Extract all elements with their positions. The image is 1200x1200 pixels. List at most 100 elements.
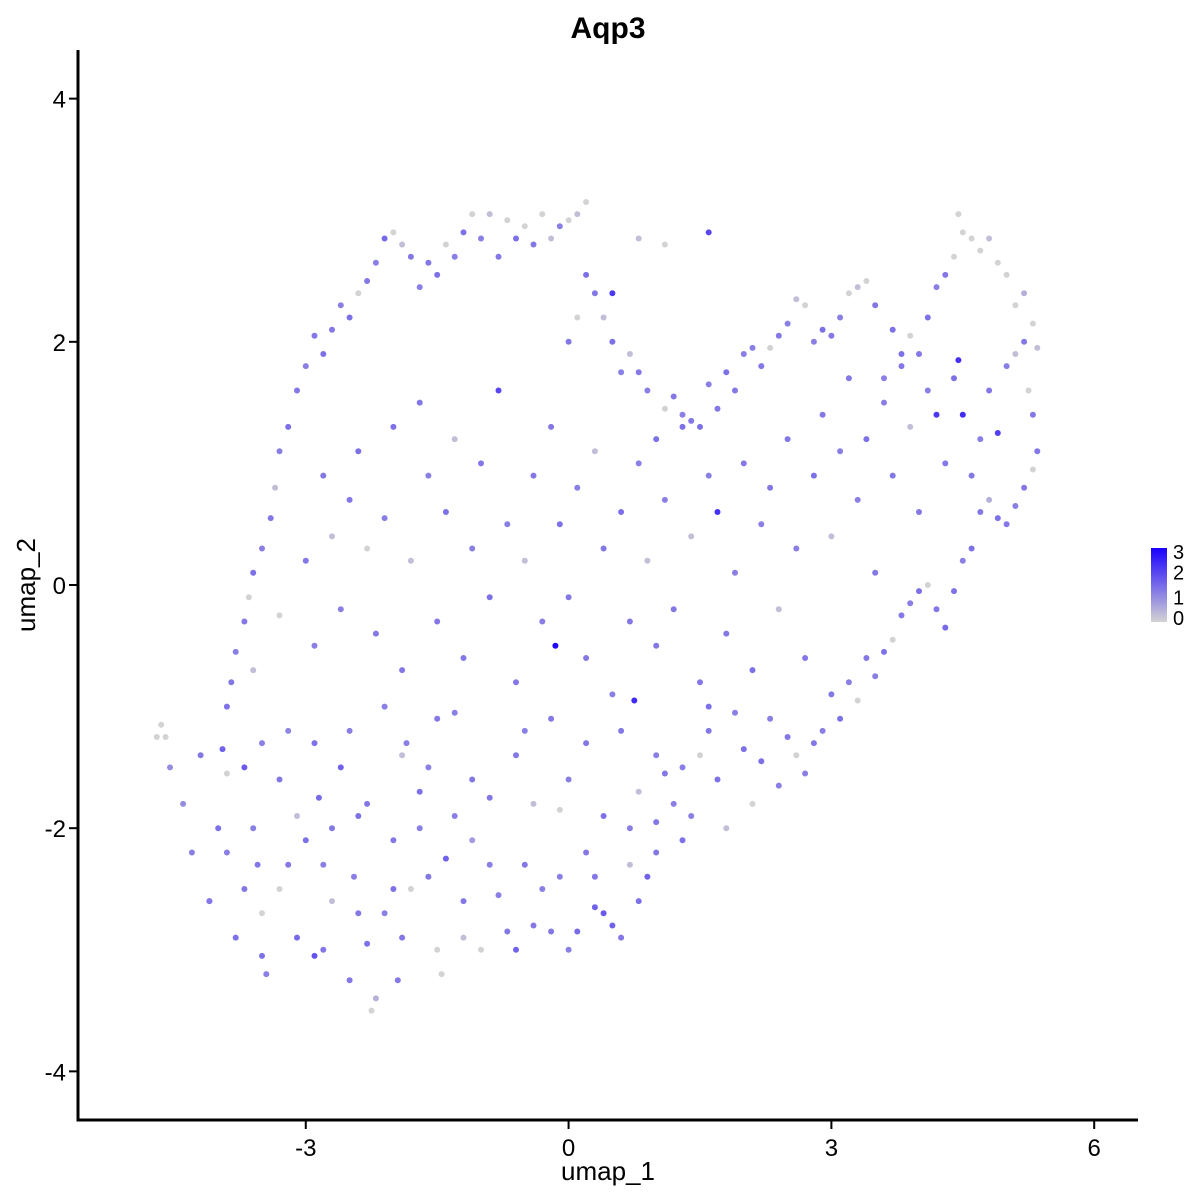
data-point: [872, 302, 879, 309]
data-point: [548, 715, 555, 722]
data-point: [591, 448, 598, 455]
data-point: [346, 496, 353, 503]
data-point: [381, 515, 388, 522]
data-point: [697, 679, 703, 686]
data-point: [565, 338, 572, 345]
data-point: [425, 873, 432, 880]
data-point: [355, 910, 362, 917]
data-point: [495, 387, 502, 394]
data-point: [881, 648, 887, 655]
data-point: [469, 776, 476, 783]
data-point: [346, 314, 353, 321]
data-point: [767, 715, 774, 722]
data-point: [959, 229, 966, 236]
data-point: [924, 314, 931, 321]
data-point: [661, 241, 668, 248]
data-point: [381, 235, 388, 242]
scatter-points: [153, 199, 1041, 1014]
data-point: [881, 399, 887, 406]
data-point: [845, 375, 852, 382]
data-point: [591, 904, 598, 911]
data-point: [679, 764, 686, 771]
data-point: [653, 849, 660, 856]
data-point: [889, 472, 896, 479]
data-point: [232, 648, 239, 655]
data-point: [254, 861, 261, 868]
data-point: [688, 533, 695, 540]
data-point: [478, 235, 484, 242]
data-point: [955, 357, 962, 364]
data-point: [775, 782, 782, 789]
data-point: [556, 806, 563, 813]
data-point: [942, 460, 949, 467]
data-point: [881, 375, 887, 382]
data-point: [548, 235, 555, 242]
data-point: [951, 375, 957, 382]
data-point: [591, 873, 598, 880]
data-point: [276, 886, 283, 892]
data-point: [653, 752, 660, 759]
data-point: [723, 825, 730, 832]
data-point: [793, 545, 800, 552]
y-tick-label: 4: [53, 87, 66, 114]
data-point: [495, 892, 502, 899]
data-point: [618, 509, 625, 515]
data-point: [285, 861, 292, 868]
data-point: [1012, 503, 1019, 509]
data-point: [337, 302, 344, 309]
data-point: [802, 770, 809, 777]
data-point: [320, 351, 327, 357]
data-point: [1025, 387, 1032, 394]
data-point: [819, 727, 826, 734]
data-point: [276, 612, 283, 619]
data-point: [407, 253, 414, 260]
data-point: [986, 496, 993, 503]
data-point: [1003, 363, 1010, 370]
data-point: [977, 436, 984, 443]
data-point: [390, 886, 397, 892]
data-point: [245, 594, 252, 601]
data-point: [162, 734, 169, 740]
data-point: [294, 387, 300, 394]
data-point: [1029, 411, 1036, 418]
data-point: [504, 217, 511, 224]
data-point: [723, 630, 730, 637]
data-point: [924, 387, 931, 394]
data-point: [732, 569, 738, 576]
data-point: [863, 278, 870, 284]
data-point: [565, 217, 572, 224]
data-point: [556, 223, 563, 230]
data-point: [819, 411, 826, 418]
data-point: [565, 776, 572, 783]
y-axis-title: umap_2: [11, 538, 41, 632]
data-point: [583, 199, 590, 205]
data-point: [311, 740, 318, 747]
data-point: [276, 448, 283, 455]
data-point: [372, 259, 379, 266]
data-point: [425, 259, 432, 266]
data-point: [460, 229, 467, 236]
data-point: [329, 825, 335, 832]
data-point: [539, 211, 546, 218]
data-point: [302, 557, 309, 564]
data-point: [390, 423, 397, 430]
data-point: [539, 618, 546, 625]
data-point: [740, 746, 747, 753]
data-point: [810, 338, 817, 345]
data-point: [228, 679, 235, 686]
data-point: [758, 363, 765, 370]
data-point: [399, 667, 406, 674]
data-point: [819, 326, 826, 333]
data-point: [486, 794, 493, 801]
data-point: [241, 764, 248, 771]
data-point: [933, 411, 940, 418]
data-point: [241, 618, 248, 625]
data-point: [705, 472, 712, 479]
data-point: [740, 460, 747, 467]
data-point: [994, 259, 1001, 266]
data-point: [232, 934, 239, 941]
data-point: [802, 302, 809, 309]
x-tick-label: 3: [825, 1135, 838, 1162]
x-tick-label: 0: [562, 1135, 575, 1162]
data-point: [548, 423, 555, 430]
